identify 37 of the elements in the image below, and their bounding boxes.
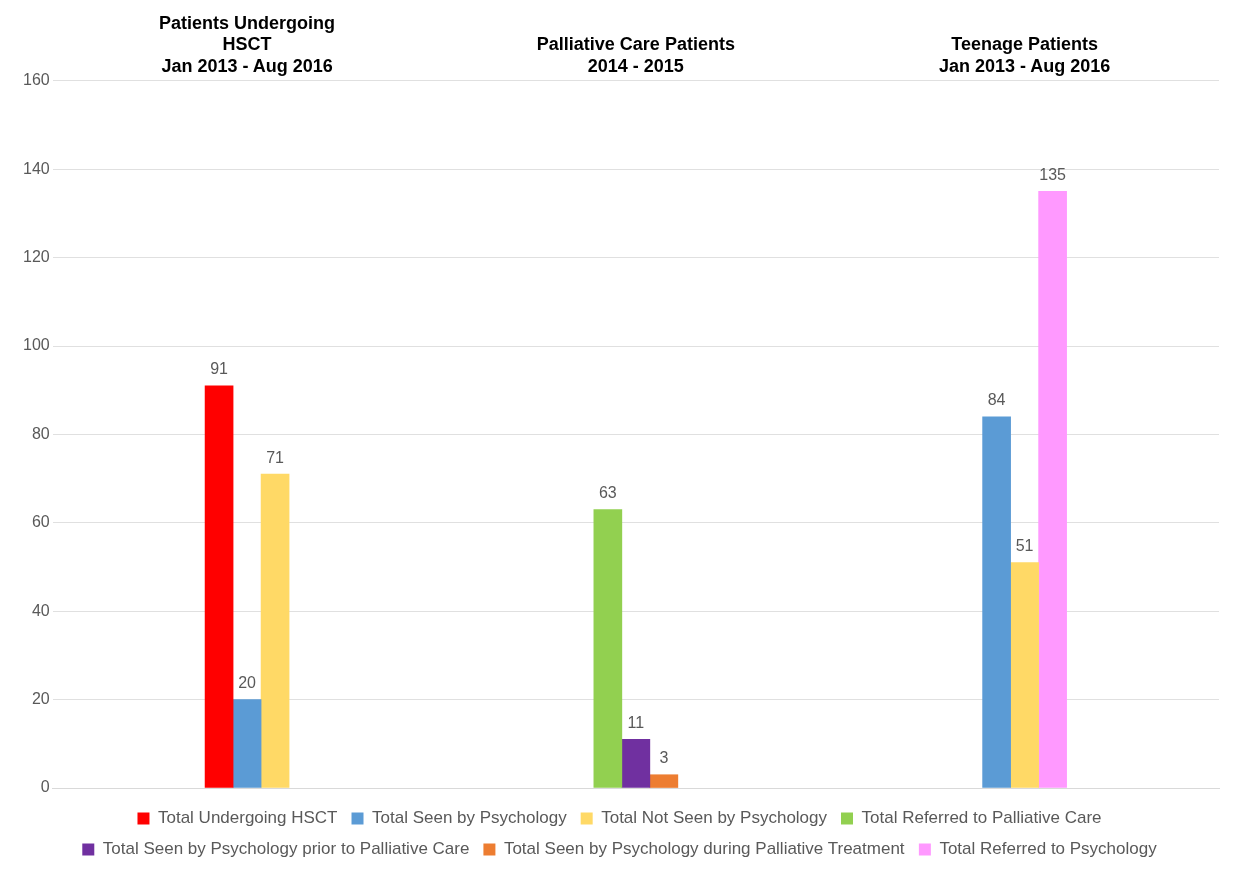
data-label: 91 (210, 360, 229, 378)
legend-label: Total Seen by Psychology prior to Palliative Care (102, 839, 470, 859)
data-label: 63 (598, 483, 617, 501)
legend-label: Total Undergoing HSCT (157, 808, 338, 828)
legend-label: Total Seen by Psychology during Palliative Treatment (503, 839, 905, 859)
y-tick-label: 120 (22, 248, 50, 266)
bar (649, 774, 679, 788)
bar (1010, 562, 1039, 788)
y-tick-label: 100 (22, 336, 50, 354)
legend-label: Total Seen by Psychology (372, 808, 568, 828)
x-tick-label: Palliative Care Patients 2014 - 2015 (536, 34, 735, 76)
data-label: 135 (1039, 165, 1067, 183)
data-label: 51 (1015, 536, 1034, 554)
y-tick-label: 0 (40, 778, 50, 796)
x-tick-label: Patients Undergoing HSCT Jan 2013 - Aug 2016 (159, 12, 336, 76)
data-label: 20 (238, 674, 257, 692)
bar (204, 385, 234, 788)
legend-label: Total Not Seen by Psychology (601, 808, 828, 828)
data-label: 11 (627, 713, 645, 731)
x-tick-label: Teenage Patients Jan 2013 - Aug 2016 (938, 34, 1111, 76)
legend-label: Total Referred to Palliative Care (861, 808, 1102, 828)
legend-label: Total Referred to Psychology (939, 839, 1158, 859)
bar (232, 699, 262, 788)
bar (1038, 190, 1067, 788)
y-tick-label: 160 (22, 71, 50, 89)
y-tick-label: 60 (31, 513, 50, 531)
data-label: 3 (659, 749, 669, 767)
y-tick-label: 40 (31, 601, 50, 619)
bar (621, 739, 651, 788)
data-label: 84 (987, 391, 1006, 409)
y-tick-label: 80 (31, 424, 50, 442)
bar (593, 509, 623, 788)
bar (982, 416, 1011, 788)
y-tick-label: 140 (22, 159, 50, 177)
data-label: 71 (266, 448, 285, 466)
y-tick-label: 20 (31, 690, 50, 708)
bar (260, 473, 290, 788)
